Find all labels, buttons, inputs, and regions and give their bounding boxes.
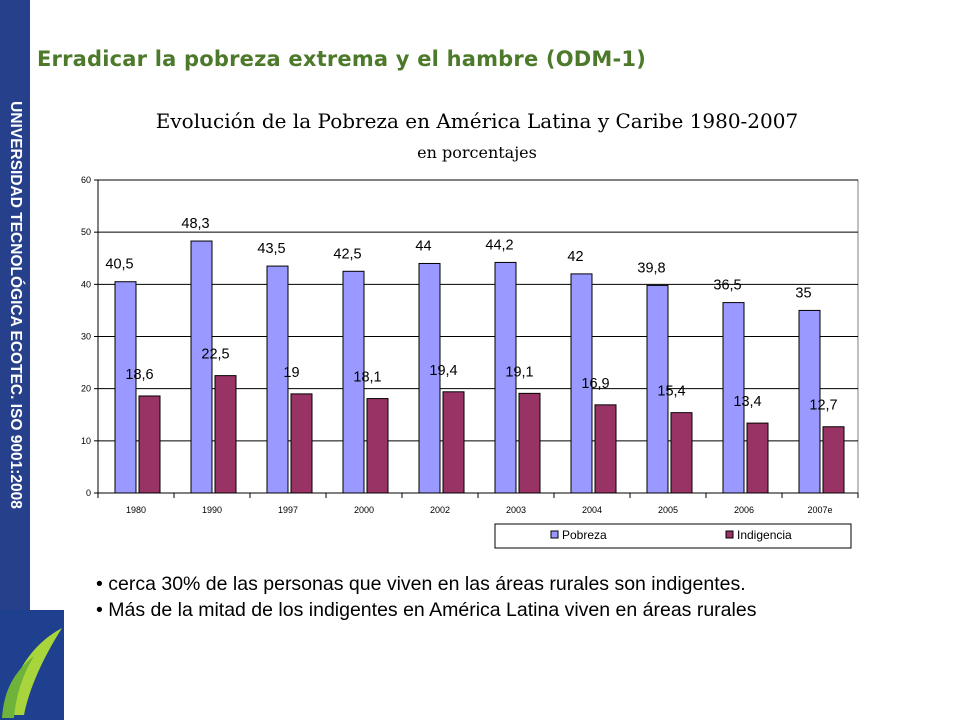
- x-tick-label: 2003: [506, 505, 526, 515]
- x-tick-label: 2002: [430, 505, 450, 515]
- y-tick-label: 50: [81, 227, 91, 237]
- x-tick-label: 1997: [278, 505, 298, 515]
- y-tick-label: 40: [81, 279, 91, 289]
- bullet-item: cerca 30% de las personas que viven en l…: [96, 571, 756, 597]
- x-tick-label: 2004: [582, 505, 602, 515]
- chart-title: Evolución de la Pobreza en América Latin…: [156, 109, 798, 133]
- data-label: 13,4: [733, 394, 761, 410]
- bar-indigencia: [442, 391, 465, 494]
- legend-label: Indigencia: [737, 528, 792, 542]
- axes: 0 10 20 30 40 50 60 1980 1990 1997 2000 2002 2003 200…: [81, 175, 859, 515]
- data-label: 18,6: [125, 367, 153, 383]
- slide-title: Erradicar la pobreza extrema y el hambre…: [37, 47, 647, 71]
- data-label: 44: [415, 238, 431, 254]
- data-label: 15,4: [657, 384, 685, 400]
- data-label: 22,5: [201, 347, 229, 363]
- data-label: 36,5: [713, 278, 741, 294]
- leaf-logo-icon: [0, 610, 64, 720]
- legend-box: [494, 523, 852, 549]
- bar-indigencia: [518, 392, 541, 494]
- data-label: 18,1: [353, 370, 381, 386]
- data-label: 48,3: [181, 216, 209, 232]
- bar-pobreza: [190, 240, 213, 494]
- data-label: 42: [567, 249, 583, 265]
- data-label: 40,5: [105, 257, 133, 273]
- y-tick-label: 30: [81, 332, 91, 342]
- data-label: 16,9: [581, 376, 609, 392]
- y-tick-label: 0: [86, 488, 91, 498]
- data-label: 42,5: [333, 246, 361, 262]
- x-tick-label: 2006: [734, 505, 754, 515]
- data-labels: 40,5 18,6 48,3 22,5 43,5 19 42,5 18,1 44 19,4 44,2…: [105, 216, 837, 414]
- bars: [114, 240, 845, 494]
- legend-swatch: [550, 530, 559, 539]
- x-tick-label: 2005: [658, 505, 678, 515]
- bar-indigencia: [670, 412, 693, 494]
- data-label: 12,7: [809, 398, 837, 414]
- chart-subtitle: en porcentajes: [417, 143, 537, 162]
- bullet-item: Más de la mitad de los indigentes en Amé…: [96, 597, 756, 623]
- x-tick-label: 2007e: [807, 505, 832, 515]
- bar-indigencia: [594, 404, 617, 494]
- legend-label: Pobreza: [562, 528, 607, 542]
- bullet-list: cerca 30% de las personas que viven en l…: [96, 571, 756, 623]
- data-label: 43,5: [257, 241, 285, 257]
- bar-indigencia: [214, 375, 237, 494]
- bar-indigencia: [366, 398, 389, 494]
- bar-indigencia: [138, 395, 161, 494]
- sidebar-band: UNIVERSIDAD TECNOLÓGICA ECOTEC. ISO 9001…: [0, 0, 30, 610]
- y-tick-label: 60: [81, 175, 91, 185]
- data-label: 19,1: [505, 364, 533, 380]
- bar-pobreza: [114, 281, 137, 494]
- data-label: 44,2: [485, 237, 513, 253]
- y-tick-label: 20: [81, 384, 91, 394]
- legend-swatch: [725, 530, 734, 539]
- y-tick-label: 10: [81, 436, 91, 446]
- x-tick-label: 1990: [202, 505, 222, 515]
- data-label: 19: [283, 365, 299, 381]
- bar-indigencia: [290, 393, 313, 494]
- legend: Pobreza Indigencia: [494, 523, 852, 549]
- bar-indigencia: [822, 426, 845, 494]
- data-label: 19,4: [429, 363, 457, 379]
- bar-indigencia: [746, 422, 769, 494]
- x-tick-label: 1980: [126, 505, 146, 515]
- data-label: 39,8: [637, 260, 665, 276]
- x-tick-label: 2000: [354, 505, 374, 515]
- data-label: 35: [795, 285, 811, 301]
